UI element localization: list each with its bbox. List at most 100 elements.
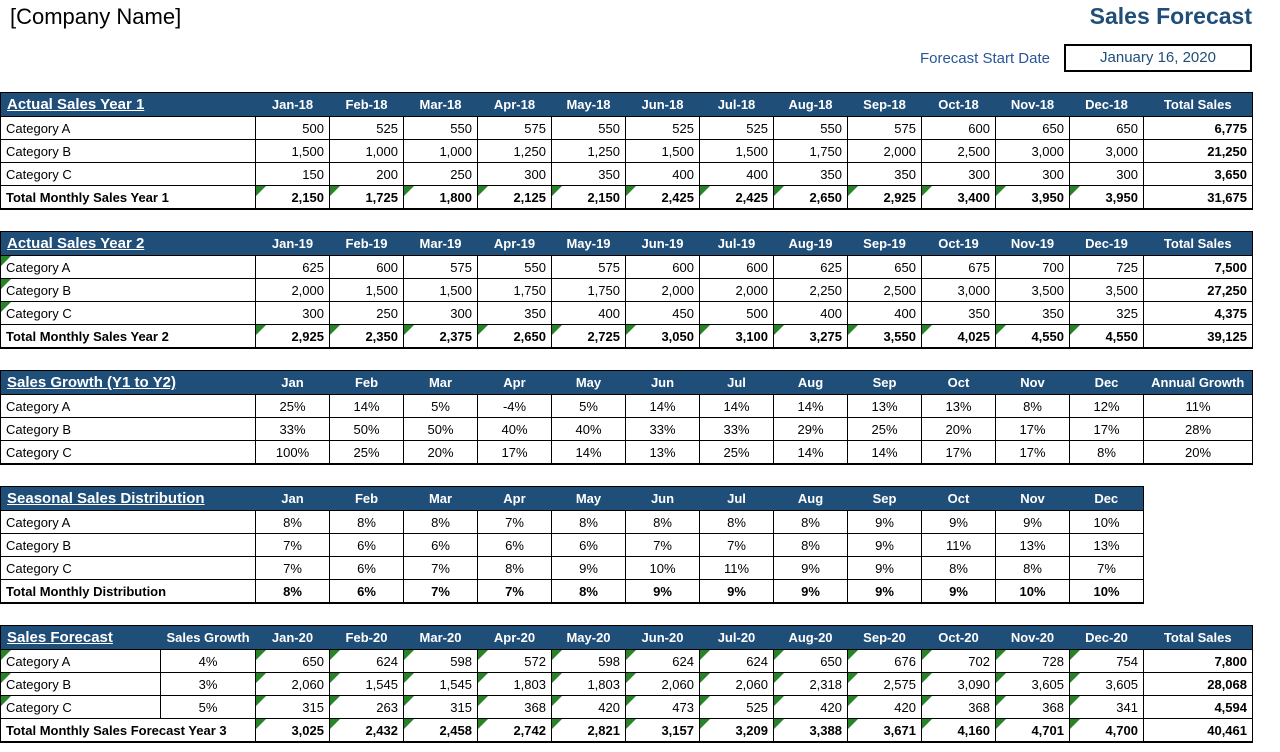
- value-cell[interactable]: 525: [699, 116, 774, 140]
- month-column-header[interactable]: Jan: [255, 370, 330, 395]
- row-total-cell[interactable]: 3,650: [1143, 162, 1253, 186]
- total-value-cell[interactable]: 1,800: [403, 185, 478, 210]
- value-cell[interactable]: 625: [773, 255, 848, 279]
- value-cell[interactable]: 572: [477, 649, 552, 673]
- month-column-header[interactable]: Jul: [699, 370, 774, 395]
- value-cell[interactable]: 315: [403, 695, 478, 719]
- row-label-cell[interactable]: Category A: [0, 255, 256, 279]
- month-column-header[interactable]: Jun: [625, 486, 700, 511]
- value-cell[interactable]: 8%: [773, 533, 848, 557]
- value-cell[interactable]: 50%: [403, 417, 478, 441]
- value-cell[interactable]: 6%: [477, 533, 552, 557]
- table-title[interactable]: Sales Growth (Y1 to Y2): [0, 370, 256, 395]
- table-title[interactable]: Sales Forecast: [0, 625, 161, 650]
- month-column-header[interactable]: Feb-19: [329, 231, 404, 256]
- row-label-cell[interactable]: Category C: [0, 695, 161, 719]
- value-cell[interactable]: 13%: [847, 394, 922, 418]
- value-cell[interactable]: 676: [847, 649, 922, 673]
- total-value-cell[interactable]: 2,458: [403, 718, 478, 743]
- month-column-header[interactable]: Feb-20: [329, 625, 404, 650]
- value-cell[interactable]: 1,500: [329, 278, 404, 302]
- value-cell[interactable]: 3,000: [995, 139, 1070, 163]
- value-cell[interactable]: 33%: [255, 417, 330, 441]
- value-cell[interactable]: 624: [699, 649, 774, 673]
- value-cell[interactable]: 17%: [477, 440, 552, 465]
- value-cell[interactable]: 3,605: [995, 672, 1070, 696]
- value-cell[interactable]: 8%: [255, 510, 330, 534]
- total-value-cell[interactable]: 2,150: [255, 185, 330, 210]
- value-cell[interactable]: 9%: [847, 510, 922, 534]
- total-value-cell[interactable]: 7%: [403, 579, 478, 604]
- value-cell[interactable]: 11%: [921, 533, 996, 557]
- value-cell[interactable]: 1,500: [699, 139, 774, 163]
- total-value-cell[interactable]: 4,025: [921, 324, 996, 349]
- value-cell[interactable]: 420: [847, 695, 922, 719]
- total-value-cell[interactable]: 9%: [773, 579, 848, 604]
- month-column-header[interactable]: Nov-20: [995, 625, 1070, 650]
- month-column-header[interactable]: Jun-19: [625, 231, 700, 256]
- month-column-header[interactable]: Aug-19: [773, 231, 848, 256]
- value-cell[interactable]: 250: [329, 301, 404, 325]
- total-value-cell[interactable]: 2,350: [329, 324, 404, 349]
- row-label-cell[interactable]: Category B: [0, 278, 256, 302]
- total-value-cell[interactable]: 2,150: [551, 185, 626, 210]
- value-cell[interactable]: 1,000: [329, 139, 404, 163]
- value-cell[interactable]: 1,545: [329, 672, 404, 696]
- month-column-header[interactable]: Mar-18: [403, 92, 478, 117]
- month-column-header[interactable]: Jul-18: [699, 92, 774, 117]
- month-column-header[interactable]: Oct: [921, 486, 996, 511]
- value-cell[interactable]: 9%: [995, 510, 1070, 534]
- value-cell[interactable]: 8%: [329, 510, 404, 534]
- value-cell[interactable]: 1,250: [551, 139, 626, 163]
- value-cell[interactable]: 2,318: [773, 672, 848, 696]
- value-cell[interactable]: 350: [551, 162, 626, 186]
- value-cell[interactable]: 2,060: [625, 672, 700, 696]
- value-cell[interactable]: 13%: [1069, 533, 1144, 557]
- value-cell[interactable]: 2,500: [847, 278, 922, 302]
- value-cell[interactable]: 3,090: [921, 672, 996, 696]
- total-value-cell[interactable]: 3,050: [625, 324, 700, 349]
- value-cell[interactable]: 8%: [921, 556, 996, 580]
- value-cell[interactable]: 1,500: [625, 139, 700, 163]
- value-cell[interactable]: 575: [403, 255, 478, 279]
- value-cell[interactable]: 400: [551, 301, 626, 325]
- value-cell[interactable]: 9%: [773, 556, 848, 580]
- company-name-cell[interactable]: [Company Name]: [10, 4, 182, 29]
- value-cell[interactable]: 9%: [847, 533, 922, 557]
- value-cell[interactable]: 650: [995, 116, 1070, 140]
- growth-column-header[interactable]: Sales Growth: [160, 625, 256, 650]
- value-cell[interactable]: 350: [847, 162, 922, 186]
- value-cell[interactable]: 420: [773, 695, 848, 719]
- total-value-cell[interactable]: 1,725: [329, 185, 404, 210]
- value-cell[interactable]: 8%: [699, 510, 774, 534]
- value-cell[interactable]: 20%: [403, 440, 478, 465]
- row-total-cell[interactable]: 27,250: [1143, 278, 1253, 302]
- value-cell[interactable]: 400: [699, 162, 774, 186]
- value-cell[interactable]: 8%: [995, 556, 1070, 580]
- value-cell[interactable]: 10%: [1069, 510, 1144, 534]
- value-cell[interactable]: 1,000: [403, 139, 478, 163]
- month-column-header[interactable]: Aug-18: [773, 92, 848, 117]
- row-total-cell[interactable]: 28%: [1143, 417, 1253, 441]
- value-cell[interactable]: 400: [847, 301, 922, 325]
- total-value-cell[interactable]: 2,650: [477, 324, 552, 349]
- month-column-header[interactable]: May: [551, 486, 626, 511]
- value-cell[interactable]: 25%: [255, 394, 330, 418]
- value-cell[interactable]: 300: [921, 162, 996, 186]
- value-cell[interactable]: 300: [255, 301, 330, 325]
- value-cell[interactable]: 50%: [329, 417, 404, 441]
- value-cell[interactable]: 25%: [699, 440, 774, 465]
- total-value-cell[interactable]: 3,400: [921, 185, 996, 210]
- value-cell[interactable]: 598: [403, 649, 478, 673]
- total-value-cell[interactable]: 3,209: [699, 718, 774, 743]
- value-cell[interactable]: 7%: [1069, 556, 1144, 580]
- value-cell[interactable]: 14%: [625, 394, 700, 418]
- row-label-cell[interactable]: Category A: [0, 510, 256, 534]
- value-cell[interactable]: 624: [625, 649, 700, 673]
- value-cell[interactable]: 2,250: [773, 278, 848, 302]
- total-row-label-cell[interactable]: Total Monthly Sales Year 2: [0, 324, 256, 349]
- value-cell[interactable]: 525: [329, 116, 404, 140]
- total-row-label-cell[interactable]: Total Monthly Sales Year 1: [0, 185, 256, 210]
- total-value-cell[interactable]: 4,701: [995, 718, 1070, 743]
- value-cell[interactable]: 14%: [773, 394, 848, 418]
